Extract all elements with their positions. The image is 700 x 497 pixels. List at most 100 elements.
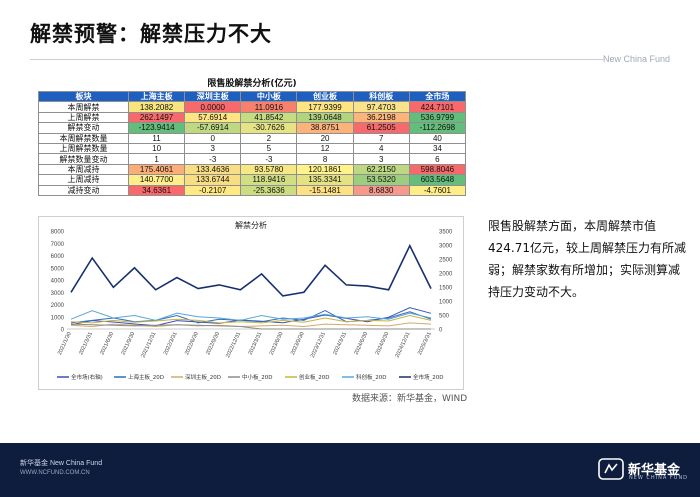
table-row: 减持变动 34.6361 -0.2107 -25.3636 -15.1481 8.6830… [38, 184, 467, 196]
row-label: 减持变动 [38, 184, 129, 196]
legend-label: 深圳主板_20D [185, 373, 221, 381]
table-cell: 62.2150 [352, 163, 410, 176]
table-cell: -30.7626 [240, 122, 298, 134]
row-label: 本周解禁 [38, 101, 129, 113]
table-header-cell: 科创板 [352, 90, 410, 103]
table-cell: -15.1481 [296, 184, 354, 196]
footer-logo-text: 新华基金 [628, 463, 681, 478]
row-label: 本周减持 [38, 163, 129, 176]
table-cell: 6 [408, 153, 467, 165]
chart-title: 解禁分析 [235, 220, 267, 230]
x-tick-label: 2021/6/30 [99, 331, 115, 356]
x-tick-label: 2023/12/31 [310, 331, 327, 358]
table-cell: 133.6744 [184, 174, 242, 186]
table-cell: 10 [127, 142, 186, 155]
table-header-cell: 上海主板 [127, 90, 186, 103]
series-line [70, 243, 432, 297]
table-cell: 0.0000 [184, 101, 242, 113]
table-cell: 53.5320 [352, 174, 410, 186]
y-right-tick-label: 1000 [439, 300, 453, 306]
row-label: 解禁数量变动 [38, 153, 129, 165]
row-label: 上周解禁数量 [38, 142, 129, 155]
table-cell: 262.1497 [127, 111, 186, 124]
table-header-label: 板块 [38, 90, 129, 103]
table-cell: -3 [240, 153, 298, 165]
table-cell: 175.4061 [127, 163, 186, 176]
table-cell: 0 [184, 132, 242, 144]
legend-label: 全市场_20D [413, 373, 443, 381]
table-cell: 3 [352, 153, 410, 165]
footer-brand: 新华基金 New China Fund [20, 460, 103, 467]
table-cell: 140.7700 [127, 174, 186, 186]
series-line [70, 314, 432, 324]
table-cell: 598.8046 [408, 163, 467, 176]
series-line [70, 310, 432, 321]
table-cell: 20 [296, 132, 354, 144]
table-cell: -0.2107 [184, 184, 242, 196]
table-cell: 4 [352, 142, 410, 155]
row-label: 解禁变动 [38, 122, 129, 134]
x-tick-label: 2021/3/31 [78, 331, 94, 356]
table-cell: -25.3636 [240, 184, 298, 196]
table-row: 本周解禁数量 11 0 2 20 7 40 [38, 132, 467, 144]
title-divider [30, 59, 604, 60]
table-caption: 限售股解禁分析(亿元) [207, 79, 297, 89]
table-cell: 5 [240, 142, 298, 155]
y-right-tick-label: 3500 [439, 230, 453, 236]
table-row: 本周减持 175.4061 133.4636 93.5780 120.1861 62.21… [38, 163, 467, 176]
company-logo-icon [598, 458, 624, 480]
data-source: 数据来源：新华基金，WIND [352, 394, 468, 404]
y-left-tick-label: 7000 [51, 242, 65, 248]
table-cell: 36.2198 [352, 111, 410, 124]
table-cell: 1 [127, 153, 186, 165]
table-cell: 12 [296, 142, 354, 155]
x-tick-label: 2024/12/31 [395, 331, 412, 358]
table-cell: -57.6914 [184, 122, 242, 134]
table-row: 解禁变动 -123.9414 -57.6914 -30.7626 38.8751 61.2… [38, 122, 467, 134]
y-right-tick-label: 500 [439, 314, 450, 320]
page-title: 解禁预警：解禁压力不大 [30, 22, 272, 46]
table-cell: 8.6830 [352, 184, 410, 196]
x-tick-label: 2024/3/31 [332, 331, 348, 356]
table-row: 解禁数量变动 1 -3 -3 8 3 6 [38, 153, 467, 165]
table-cell: -4.7601 [408, 184, 467, 196]
table-header-cell: 中小板 [240, 90, 298, 103]
table-cell: 133.4636 [184, 163, 242, 176]
legend-label: 上海主板_20D [128, 373, 164, 381]
x-tick-label: 2022/9/30 [205, 331, 221, 356]
x-tick-label: 2025/3/31 [417, 331, 433, 356]
y-right-tick-label: 2500 [439, 258, 453, 264]
y-left-tick-label: 5000 [51, 266, 65, 272]
table-cell: 34.6361 [127, 184, 186, 196]
x-tick-label: 2023/9/30 [290, 331, 306, 356]
brand-tagline: New China Fund [602, 54, 670, 64]
footer-bar [0, 443, 700, 497]
table-cell: 61.2505 [352, 122, 410, 134]
legend-label: 科创板_20D [356, 373, 386, 381]
table-header-cell: 全市场 [408, 90, 467, 103]
table-row: 上周减持 140.7700 133.6744 118.9416 135.3341 53.5… [38, 174, 467, 186]
table-cell: 93.5780 [240, 163, 298, 176]
table-cell: 138.2082 [127, 101, 186, 113]
table-cell: 38.8751 [296, 122, 354, 134]
y-left-tick-label: 4000 [51, 279, 65, 285]
x-tick-label: 2023/3/31 [248, 331, 264, 356]
table-header-row: 板块 上海主板 深圳主板 中小板 创业板 科创板 全市场 [38, 90, 467, 103]
table-cell: 139.0648 [296, 111, 354, 124]
unlock-table: 限售股解禁分析(亿元) 板块 上海主板 深圳主板 中小板 创业板 科创板 全市场 本周解禁 1… [38, 78, 467, 196]
table-cell: -112.2698 [408, 122, 467, 134]
y-right-tick-label: 3000 [439, 244, 453, 250]
table-cell: 3 [184, 142, 242, 155]
x-tick-label: 2021/9/30 [121, 331, 137, 356]
table-cell: 536.9799 [408, 111, 467, 124]
x-tick-label: 2022/3/31 [163, 331, 179, 356]
table-cell: 40 [408, 132, 467, 144]
x-tick-label: 2022/6/30 [184, 331, 200, 356]
table-cell: 177.9399 [296, 101, 354, 113]
footer-url[interactable]: WWW.NCFUND.COM.CN [20, 470, 90, 476]
table-cell: 97.4703 [352, 101, 410, 113]
table-cell: -123.9414 [127, 122, 186, 134]
row-label: 本周解禁数量 [38, 132, 129, 144]
y-right-tick-label: 0 [439, 328, 443, 334]
table-row: 本周解禁 138.2082 0.0000 11.0916 177.9399 97.4703… [38, 101, 467, 113]
